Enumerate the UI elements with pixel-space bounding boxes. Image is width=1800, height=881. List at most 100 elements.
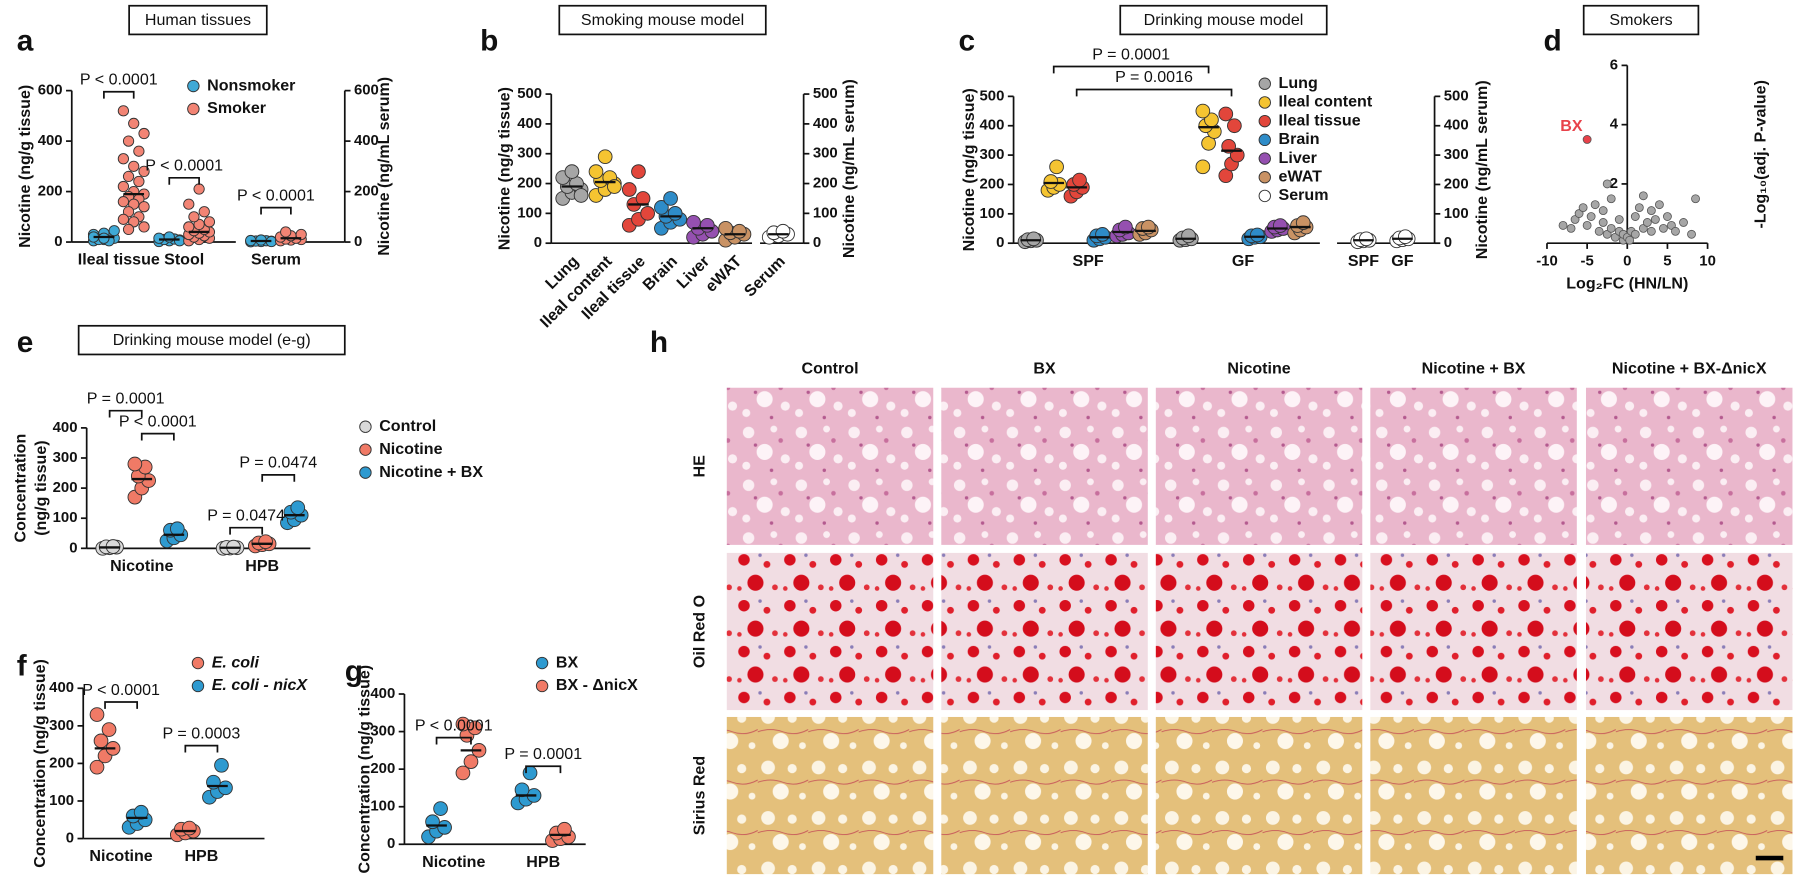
p-value: P = 0.0003 xyxy=(162,724,240,742)
significance-bracket xyxy=(435,736,472,745)
legend-marker xyxy=(535,656,549,670)
axis-label: Nicotine (ng/g tissue) xyxy=(496,87,514,250)
significance-bracket xyxy=(103,90,135,99)
y-tick-label: 0 xyxy=(54,234,62,250)
y-tick-label: 300 xyxy=(980,147,1005,163)
data-point xyxy=(214,757,229,773)
axis-label: (ng/g tissue) xyxy=(32,440,50,535)
legend-label: Nicotine xyxy=(379,440,442,458)
p-value: P < 0.0001 xyxy=(237,186,315,204)
legend-label: Liver xyxy=(1279,149,1317,167)
data-point xyxy=(98,232,110,244)
data-point xyxy=(455,716,471,732)
x-tick-label: Brain xyxy=(639,252,681,294)
significance-bracket xyxy=(168,176,200,185)
y-tick-label: 400 xyxy=(370,686,395,702)
y-tick-label: 100 xyxy=(517,205,542,221)
y-tick-label: 400 xyxy=(49,680,74,696)
panel-letter: c xyxy=(959,24,976,57)
data-point xyxy=(258,534,273,550)
y2-tick-label: 500 xyxy=(1444,88,1469,104)
y-tick-label: 100 xyxy=(49,793,74,809)
y-tick-label: 200 xyxy=(49,755,74,771)
data-point xyxy=(128,160,140,172)
data-point xyxy=(1026,231,1041,247)
panel-title: Smokers xyxy=(1609,11,1672,29)
data-point xyxy=(1566,223,1576,233)
data-point xyxy=(557,821,572,837)
axis-label: Concentration xyxy=(12,434,30,543)
data-point xyxy=(1646,226,1656,236)
column-header: BX xyxy=(1033,360,1056,378)
legend-marker xyxy=(1258,133,1271,147)
legend-marker xyxy=(1258,96,1271,109)
column-header: Nicotine xyxy=(1227,360,1290,378)
data-point xyxy=(1691,194,1700,204)
micrograph xyxy=(1370,716,1577,875)
legend-marker xyxy=(359,420,372,433)
y-tick-label: 600 xyxy=(38,83,63,99)
data-point xyxy=(775,223,791,239)
y-tick-label: 4 xyxy=(1610,117,1619,133)
title-box xyxy=(1582,4,1700,36)
data-point xyxy=(1201,136,1216,151)
data-point xyxy=(1049,159,1064,175)
p-value: P < 0.0001 xyxy=(145,157,223,175)
x-tick-label: 5 xyxy=(1663,253,1671,269)
p-value: P < 0.0001 xyxy=(80,71,158,89)
data-point xyxy=(183,221,195,233)
data-point xyxy=(433,801,448,816)
legend-label: E. coli xyxy=(212,653,260,671)
y-tick-label: 400 xyxy=(517,116,542,132)
legend-marker xyxy=(359,443,372,456)
data-point xyxy=(1606,194,1616,204)
x-tick-label: Stool xyxy=(164,251,204,269)
x-tick-label: HPB xyxy=(526,853,560,871)
data-point xyxy=(1181,228,1196,244)
x-tick-label: GF xyxy=(1232,252,1254,270)
data-point xyxy=(117,153,130,165)
data-point xyxy=(117,105,130,117)
axis-label: Concentration (ng/g tissue) xyxy=(31,659,49,868)
axis-label: Nicotine (ng/mL serum) xyxy=(840,79,858,258)
data-point xyxy=(1218,168,1234,183)
micrograph xyxy=(1585,387,1793,545)
data-point xyxy=(463,754,479,769)
y-tick-label: 500 xyxy=(517,86,542,102)
data-point xyxy=(640,206,655,221)
y2-tick-label: 0 xyxy=(354,234,362,250)
x-tick-label: Nicotine xyxy=(89,847,152,865)
panel-letter: a xyxy=(17,24,34,57)
x-tick-label: Nicotine xyxy=(422,853,485,871)
y2-tick-label: 400 xyxy=(354,133,379,149)
data-point xyxy=(290,500,306,516)
p-value: P = 0.0001 xyxy=(87,389,165,407)
x-tick-label: -10 xyxy=(1536,253,1558,269)
micrograph xyxy=(1585,716,1793,875)
data-point xyxy=(133,175,145,188)
data-point xyxy=(1118,219,1133,235)
data-point xyxy=(514,782,530,798)
legend-label: Ileal tissue xyxy=(1279,111,1361,129)
data-point xyxy=(1634,203,1644,213)
x-tick-label: SPF xyxy=(1073,252,1104,270)
data-point xyxy=(1227,118,1242,134)
data-point xyxy=(663,191,678,206)
data-point xyxy=(1625,235,1635,245)
significance-bracket xyxy=(140,432,175,441)
y-tick-label: 0 xyxy=(534,235,542,251)
y-tick-label: 200 xyxy=(517,175,542,191)
y-tick-label: 400 xyxy=(980,118,1005,134)
legend-label: BX xyxy=(556,653,579,671)
panel-letter: b xyxy=(480,24,498,57)
data-point xyxy=(455,765,471,781)
axis-label: Nicotine (ng/g tissue) xyxy=(16,85,34,248)
data-point xyxy=(127,456,143,472)
column-header: Nicotine + BX-ΔnicX xyxy=(1612,360,1767,378)
legend-label: Control xyxy=(379,417,436,435)
panel-title: Drinking mouse model xyxy=(1144,11,1304,29)
legend-marker xyxy=(1258,171,1271,184)
data-point xyxy=(108,225,120,237)
y-tick-label: 300 xyxy=(53,450,78,466)
